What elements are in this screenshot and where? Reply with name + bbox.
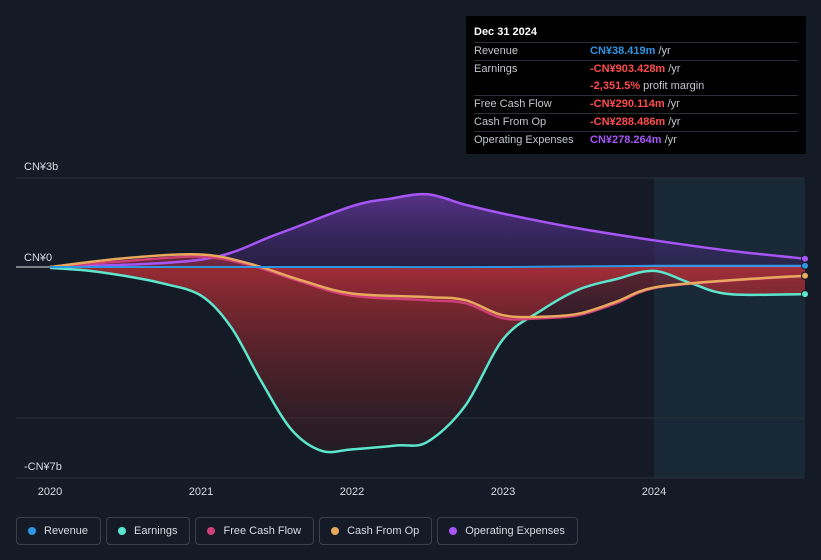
x-ticks: 2020 2021 2022 2023 2024	[38, 486, 666, 498]
legend-item-operating-expenses[interactable]: Operating Expenses	[437, 517, 578, 545]
tooltip-value: -2,351.5%	[590, 80, 641, 92]
tooltip-row-earnings: Earnings -CN¥903.428m /yr	[474, 60, 798, 78]
tooltip-value: CN¥38.419m	[590, 45, 656, 57]
tooltip-value: -CN¥288.486m	[590, 116, 666, 128]
tooltip-row-revenue: Revenue CN¥38.419m /yr	[474, 42, 798, 60]
opex-end-marker	[801, 254, 809, 263]
x-tick-2022: 2022	[340, 486, 364, 498]
legend-dot-icon	[449, 527, 458, 535]
legend-item-cash-from-op[interactable]: Cash From Op	[319, 517, 433, 545]
legend-dot-icon	[207, 527, 216, 535]
tooltip-unit: /yr	[668, 63, 681, 75]
forecast-region	[654, 178, 805, 478]
tooltip-row-opex: Operating Expenses CN¥278.264m /yr	[474, 131, 798, 149]
tooltip-row-profit-margin: -2,351.5% profit margin	[474, 78, 798, 95]
legend-label: Cash From Op	[347, 525, 420, 537]
legend-label: Operating Expenses	[465, 525, 565, 537]
y-label-zero: CN¥0	[24, 252, 52, 264]
legend-label: Free Cash Flow	[223, 525, 302, 537]
legend-item-earnings[interactable]: Earnings	[106, 517, 191, 545]
tooltip-value: -CN¥903.428m	[590, 63, 666, 75]
x-tick-2020: 2020	[38, 486, 62, 498]
earnings-area	[50, 267, 805, 453]
legend-dot-icon	[28, 527, 36, 535]
tooltip-label: Cash From Op	[474, 116, 547, 128]
tooltip-label: Operating Expenses	[474, 134, 574, 146]
tooltip-value: -CN¥290.114m	[590, 98, 665, 110]
tooltip-unit: profit margin	[643, 80, 705, 92]
tooltip-row-fcf: Free Cash Flow -CN¥290.114m /yr	[474, 95, 798, 113]
tooltip-label: Free Cash Flow	[474, 98, 552, 110]
tooltip-date: Dec 31 2024	[474, 26, 537, 38]
tooltip-label: Earnings	[474, 63, 518, 75]
y-label-bottom: -CN¥7b	[24, 461, 62, 473]
chart-legend: Revenue Earnings Free Cash Flow Cash Fro…	[16, 517, 583, 545]
x-tick-2021: 2021	[189, 486, 213, 498]
legend-item-free-cash-flow[interactable]: Free Cash Flow	[195, 517, 315, 545]
tooltip-unit: /yr	[667, 98, 680, 110]
cfo-end-marker	[801, 271, 809, 280]
revenue-line	[49, 264, 806, 269]
legend-item-revenue[interactable]: Revenue	[16, 517, 102, 545]
opex-area	[50, 194, 805, 267]
tooltip-label	[474, 78, 590, 95]
revenue-end-marker	[801, 261, 809, 270]
data-tooltip: Dec 31 2024 Revenue CN¥38.419m /yr Earni…	[466, 16, 806, 154]
tooltip-label: Revenue	[474, 45, 519, 57]
x-tick-2023: 2023	[491, 486, 515, 498]
tooltip-unit: /yr	[658, 45, 671, 57]
opex-line	[49, 192, 806, 269]
earnings-line	[49, 266, 806, 454]
legend-label: Revenue	[44, 525, 89, 537]
tooltip-value: CN¥278.264m	[590, 134, 662, 146]
y-label-top: CN¥3b	[24, 161, 58, 173]
legend-dot-icon	[118, 527, 127, 535]
tooltip-unit: /yr	[664, 134, 677, 146]
x-tick-2024: 2024	[642, 486, 666, 498]
legend-label: Earnings	[134, 525, 178, 537]
earnings-end-marker	[801, 290, 809, 299]
legend-dot-icon	[331, 527, 340, 535]
tooltip-unit: /yr	[668, 116, 681, 128]
fcf-area	[50, 256, 805, 320]
tooltip-row-cfo: Cash From Op -CN¥288.486m /yr	[474, 113, 798, 131]
cfo-line	[49, 253, 806, 319]
